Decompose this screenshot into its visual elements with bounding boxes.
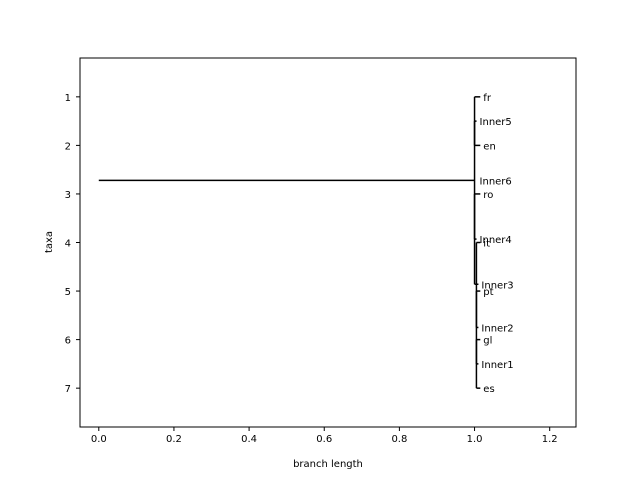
y-axis-title: taxa [44, 231, 55, 253]
node-label-it: it [483, 239, 490, 250]
node-labels: Inner6 Inner5 fr en Inner4 ro Inner3 it … [480, 93, 514, 395]
node-label-gl: gl [483, 336, 492, 347]
x-tick-label: 0.4 [241, 434, 257, 445]
tree-branches [98, 96, 481, 389]
y-tick-label: 1 [65, 93, 71, 104]
x-tick-label: 1.0 [467, 434, 483, 445]
node-label-Inner4: Inner4 [480, 235, 512, 246]
x-axis-title: branch length [293, 459, 363, 470]
node-label-pt: pt [483, 287, 493, 298]
node-label-Inner5: Inner5 [480, 117, 512, 128]
x-tick-label: 0.8 [391, 434, 407, 445]
y-tick-label: 7 [65, 384, 71, 395]
x-axis: 0.0 0.2 0.4 0.6 0.8 1.0 1.2 [91, 427, 558, 445]
node-label-es: es [483, 384, 494, 395]
y-tick-label: 5 [65, 287, 71, 298]
y-tick-label: 6 [65, 336, 71, 347]
y-tick-label: 4 [65, 239, 71, 250]
node-label-Inner1: Inner1 [481, 360, 513, 371]
x-tick-label: 0.6 [316, 434, 332, 445]
x-tick-label: 0.2 [166, 434, 182, 445]
node-label-Inner2: Inner2 [481, 323, 513, 334]
x-tick-label: 1.2 [542, 434, 558, 445]
y-axis: 1 2 3 4 5 6 7 [65, 93, 80, 395]
node-label-Inner6: Inner6 [480, 176, 512, 187]
node-label-en: en [483, 141, 496, 152]
node-label-Inner3: Inner3 [481, 280, 513, 291]
x-tick-label: 0.0 [91, 434, 107, 445]
y-tick-label: 2 [65, 141, 71, 152]
node-label-fr: fr [483, 93, 492, 104]
node-label-ro: ro [483, 190, 493, 201]
y-tick-label: 3 [65, 190, 71, 201]
